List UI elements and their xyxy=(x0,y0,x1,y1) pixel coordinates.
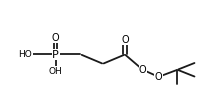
Text: OH: OH xyxy=(49,67,63,76)
Text: O: O xyxy=(121,35,129,45)
Text: HO: HO xyxy=(18,50,32,59)
Text: O: O xyxy=(139,65,147,75)
Text: P: P xyxy=(52,49,59,60)
Text: O: O xyxy=(155,72,162,82)
Text: O: O xyxy=(52,33,59,43)
